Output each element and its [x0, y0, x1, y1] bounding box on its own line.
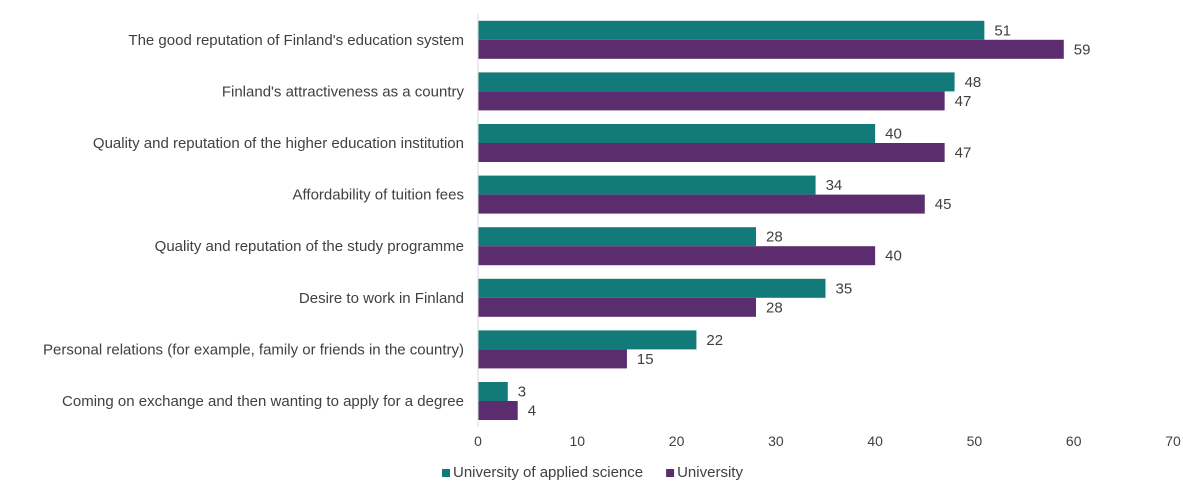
bar-applied-science	[478, 20, 985, 40]
legend-label: University of applied science	[453, 464, 643, 481]
x-tick-label: 50	[967, 433, 983, 449]
x-tick-label: 70	[1165, 433, 1181, 449]
legend: University of applied science University	[442, 464, 743, 481]
legend-swatch	[666, 469, 675, 477]
category-label: Personal relations (for example, family …	[43, 341, 464, 358]
data-labels: 51 59 48 47 40 47 34 45 28 40 35 28 22 15 34	[518, 22, 1091, 419]
x-tick-label: 20	[669, 433, 685, 449]
data-label: 15	[637, 351, 654, 368]
category-label: Quality and reputation of the higher edu…	[93, 135, 464, 152]
data-label: 34	[826, 177, 843, 194]
bars	[478, 20, 1064, 420]
data-label: 47	[955, 93, 972, 110]
data-label: 40	[885, 126, 902, 143]
data-label: 48	[965, 74, 982, 91]
bar-applied-science	[478, 330, 697, 350]
category-labels: The good reputation of Finland's educati…	[43, 32, 465, 410]
data-label: 3	[518, 384, 526, 401]
data-label: 28	[766, 299, 783, 316]
bar-applied-science	[478, 382, 508, 401]
bar-applied-science	[478, 72, 955, 92]
data-label: 45	[935, 196, 952, 213]
x-tick-label: 60	[1066, 433, 1082, 449]
bar-university	[478, 143, 945, 162]
legend-label: University	[677, 464, 743, 481]
data-label: 51	[994, 22, 1011, 39]
x-tick-label: 40	[867, 433, 883, 449]
bar-university	[478, 297, 756, 317]
category-label: Affordability of tuition fees	[293, 187, 465, 204]
bar-university	[478, 349, 627, 369]
bar-applied-science	[478, 278, 826, 298]
data-label: 47	[955, 145, 972, 162]
category-label: Finland's attractiveness as a country	[222, 83, 465, 100]
category-label: Desire to work in Finland	[299, 290, 464, 307]
category-label: The good reputation of Finland's educati…	[128, 32, 464, 49]
x-axis-ticks: 0 10 20 30 40 50 60 70	[474, 433, 1181, 449]
data-label: 59	[1074, 41, 1091, 58]
x-tick-label: 10	[569, 433, 585, 449]
legend-swatch	[442, 469, 450, 477]
data-label: 35	[836, 280, 853, 297]
bar-applied-science	[478, 175, 816, 195]
bar-university	[478, 401, 518, 420]
category-label: Coming on exchange and then wanting to a…	[62, 393, 464, 410]
data-label: 4	[528, 403, 536, 420]
data-label: 28	[766, 229, 783, 246]
bar-university	[478, 91, 945, 111]
bar-university	[478, 39, 1064, 59]
data-label: 22	[706, 332, 723, 349]
bar-university	[478, 246, 876, 266]
category-label: Quality and reputation of the study prog…	[155, 238, 464, 255]
bar-university	[478, 194, 925, 214]
bar-applied-science	[478, 227, 756, 247]
x-tick-label: 30	[768, 433, 784, 449]
x-tick-label: 0	[474, 433, 482, 449]
bar-applied-science	[478, 124, 876, 143]
data-label: 40	[885, 248, 902, 265]
